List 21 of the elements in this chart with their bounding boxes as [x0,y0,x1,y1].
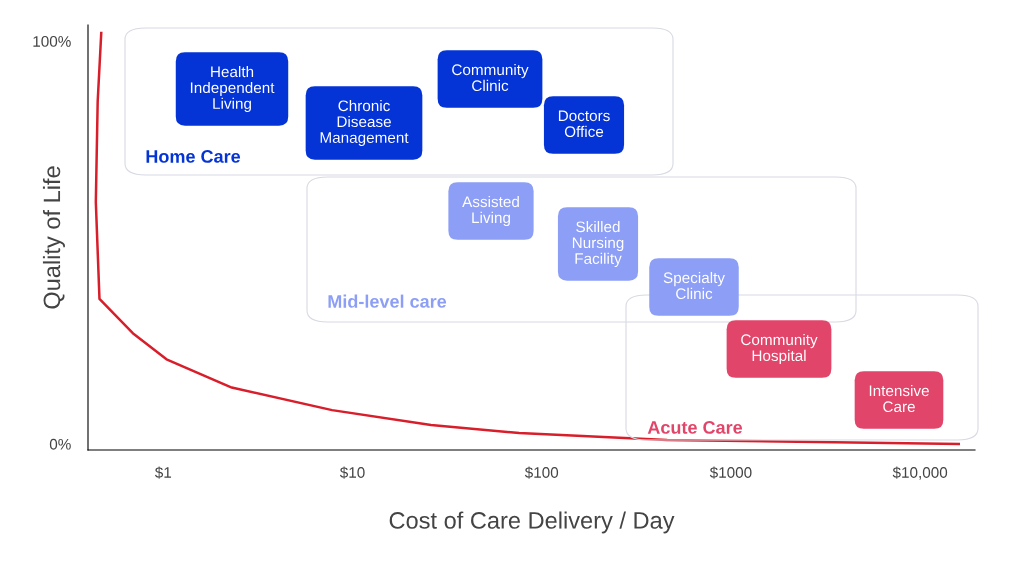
annotation: Health Independent Living [190,65,275,113]
annotation: Specialty Clinic [663,271,725,300]
annotation: Community Clinic [452,63,529,92]
annotation: Home Care [146,150,241,163]
x-axis-title: Cost of Care Delivery / Day [389,511,675,534]
annotation: Doctors Office [558,110,610,138]
y-tick-label: 0% [49,438,71,450]
annotation: Community Hospital [741,333,818,365]
annotation: Assisted Living [462,195,519,227]
x-tick-label: $1000 [709,466,752,479]
y-tick-label: 100% [33,35,71,47]
x-tick-label: $10,000 [892,466,948,480]
y-axis-title: Quality of Life [42,166,65,309]
annotation: Chronic Disease Management [320,99,409,147]
annotation: Intensive Care [869,384,929,413]
annotation: Acute Care [647,421,743,434]
x-tick-label: $10 [339,466,365,479]
annotation: Skilled Nursing Facility [572,220,624,268]
annotation: Mid-level care [328,294,447,308]
x-tick-label: $1 [154,466,172,479]
x-tick-label: $100 [524,466,559,479]
